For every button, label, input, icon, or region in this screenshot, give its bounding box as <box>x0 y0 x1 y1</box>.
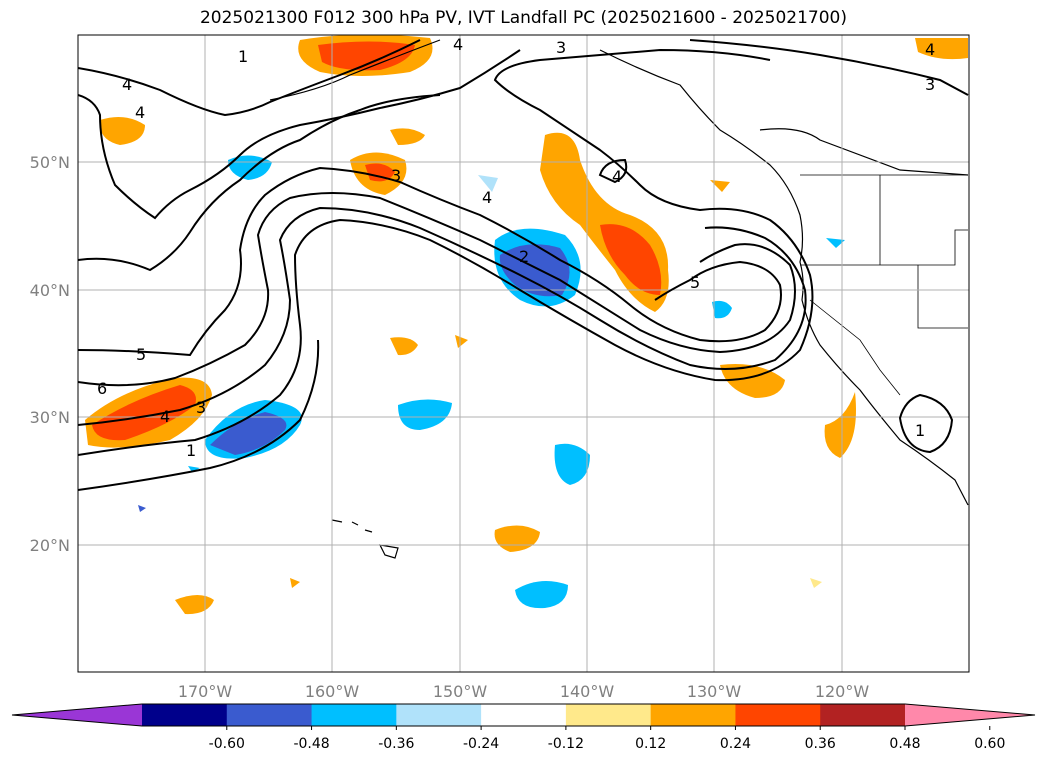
contour-label: 4 <box>925 40 935 59</box>
figure-title: 2025021300 F012 300 hPa PV, IVT Landfall… <box>199 8 847 28</box>
lat-tick-label: 50°N <box>30 153 70 172</box>
contour-label: 3 <box>391 166 401 185</box>
lon-tick-label: 130°W <box>687 682 742 701</box>
colorbar-tick-label: 0.48 <box>889 736 920 752</box>
lat-tick-label: 20°N <box>30 536 70 555</box>
lat-tick-label: 30°N <box>30 408 70 427</box>
colorbar-tick-label: -0.12 <box>548 736 584 752</box>
colorbar-tick-label: 0.24 <box>720 736 751 752</box>
colorbar-outline <box>11 703 1036 727</box>
colorbar-tick-label: 0.60 <box>974 736 1005 752</box>
lon-tick-label: 120°W <box>815 682 870 701</box>
contour-label: 4 <box>160 407 170 426</box>
contour-label: 3 <box>925 75 935 94</box>
contour-label: 4 <box>453 35 463 54</box>
contour-label: 3 <box>556 38 566 57</box>
colorbar-swatch <box>142 704 228 726</box>
contour-label: 1 <box>238 47 248 66</box>
lat-tick-labels: 50°N 40°N 30°N 20°N <box>30 153 70 555</box>
contour-label: 4 <box>482 188 492 207</box>
contour-label: 4 <box>122 75 132 94</box>
colorbar-swatch <box>226 704 313 726</box>
colorbar-swatch <box>650 704 736 726</box>
colorbar-extend-low <box>12 704 142 726</box>
contour-label: 3 <box>196 398 206 417</box>
contour-label: 4 <box>612 167 622 186</box>
positive-anomaly-shading <box>85 35 968 615</box>
state-borders <box>800 174 968 396</box>
lon-tick-labels: 170°W 160°W 150°W 140°W 130°W 120°W <box>178 682 870 701</box>
contour-label: 5 <box>690 273 700 292</box>
map-panel <box>78 35 969 672</box>
colorbar-tick-label: 0.12 <box>635 736 666 752</box>
colorbar-tick-label: -0.48 <box>293 736 329 752</box>
lon-tick-label: 160°W <box>305 682 360 701</box>
colorbar-tick-label: -0.36 <box>378 736 414 752</box>
contour-label: 5 <box>136 345 146 364</box>
contour-label: 6 <box>97 379 107 398</box>
lon-tick-label: 140°W <box>560 682 615 701</box>
contour-label: 2 <box>519 247 529 266</box>
negative-anomaly-shading <box>138 155 845 609</box>
contour-label: 1 <box>186 441 196 460</box>
lon-tick-label: 150°W <box>433 682 488 701</box>
colorbar-tick-label: 0.36 <box>805 736 836 752</box>
contour-labels: 1 4 3 4 4 3 4 3 4 2 5 5 6 4 3 1 4 1 <box>97 35 935 460</box>
colorbar-swatch <box>820 704 906 726</box>
colorbar-swatch <box>311 704 397 726</box>
coastlines <box>269 39 969 559</box>
contour-label: 1 <box>915 421 925 440</box>
lon-tick-label: 170°W <box>178 682 233 701</box>
colorbar-extend-high <box>905 704 1035 726</box>
lat-tick-label: 40°N <box>30 281 70 300</box>
colorbar-tick-label: -0.60 <box>209 736 245 752</box>
colorbar-swatch <box>396 704 482 726</box>
colorbar-swatch <box>481 704 567 726</box>
colorbar-swatch <box>735 704 821 726</box>
contour-label: 4 <box>135 103 145 122</box>
pv-contours <box>78 39 969 491</box>
map-frame <box>77 34 970 673</box>
colorbar-tick-label: -0.24 <box>463 736 499 752</box>
colorbar-swatch <box>565 704 652 726</box>
colorbar: -0.60 -0.48 -0.36 -0.24 -0.12 0.12 0.24 0.36 0.4… <box>11 703 1036 752</box>
